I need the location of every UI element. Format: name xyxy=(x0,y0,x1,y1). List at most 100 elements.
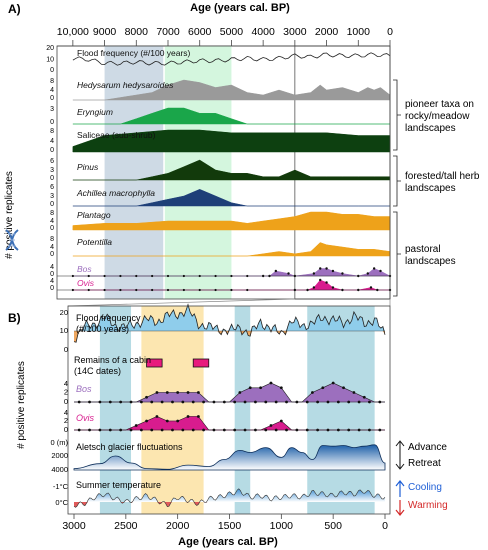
sample-dot xyxy=(119,274,122,278)
panel-a-label: A) xyxy=(8,2,21,16)
data-point xyxy=(186,391,190,394)
sample-dot xyxy=(274,400,278,404)
sample-dot xyxy=(368,400,371,404)
temp-legend-warming: Warming xyxy=(408,500,448,511)
series-label: Flood frequency (#/100 years) xyxy=(77,48,191,58)
sample-dot xyxy=(246,274,249,278)
panel-connectors xyxy=(67,298,391,307)
sample-dot xyxy=(326,400,330,404)
series-label: Potentilla xyxy=(77,237,112,247)
y-tick-label: 0 xyxy=(50,251,54,258)
data-point xyxy=(268,274,271,278)
y-tick-label: 20 xyxy=(60,308,68,317)
sample-dot xyxy=(182,274,185,278)
panel-b-tick-label: 3000 xyxy=(62,520,86,532)
sample-dot xyxy=(71,274,74,278)
sample-dot xyxy=(246,288,249,292)
panel-a-axis-title: Age (years cal. BP) xyxy=(190,2,290,14)
panel-b-tick-label: 2000 xyxy=(166,520,190,532)
series-label: Bos xyxy=(77,264,92,274)
y-tick-label: 3 xyxy=(50,106,54,113)
panel-b-tick-labels: 3000 2500 2000 1500 1000 500 0 xyxy=(62,514,388,532)
y-tick-label: 4 xyxy=(50,264,54,271)
sample-dot xyxy=(274,428,278,432)
panel-a-tick-label: 8000 xyxy=(125,26,149,38)
series-label: Hedysarum hedysaroides xyxy=(77,80,174,90)
data-point xyxy=(376,288,379,292)
sample-dot xyxy=(135,288,138,292)
glacier-legend-retreat: Retreat xyxy=(408,458,441,469)
y-tick-label: 0 (m) xyxy=(51,438,69,447)
sample-dot xyxy=(119,428,123,432)
data-point xyxy=(331,286,335,289)
sample-dot xyxy=(295,428,299,432)
panel-b-ylabel: # positive replicates xyxy=(16,361,27,449)
data-point xyxy=(238,391,242,394)
y-tick-label: 8 xyxy=(50,210,54,217)
y-tick-label: 20 xyxy=(46,45,54,52)
panel-b-highlight-band xyxy=(234,306,251,514)
sample-dot xyxy=(77,400,81,404)
sample-dot xyxy=(368,428,371,432)
legend-group-text: forested/tall herb xyxy=(405,171,480,182)
panel-b-frame xyxy=(67,305,391,515)
sample-dot xyxy=(230,274,233,278)
sample-dot xyxy=(243,400,247,404)
sample-dot xyxy=(108,428,112,432)
sample-dot xyxy=(151,274,154,278)
data-point xyxy=(312,272,316,275)
sample-dot xyxy=(214,274,217,278)
glacier-legend-advance: Advance xyxy=(408,442,447,453)
panel-b: B) Flood frequency(#/100 years)20100Bos4… xyxy=(8,303,448,548)
data-point xyxy=(165,391,169,394)
sample-dot xyxy=(166,274,170,278)
glacier-area xyxy=(73,444,386,471)
sample-dot xyxy=(357,400,361,404)
legend-bracket xyxy=(393,79,401,151)
y-tick-label: 0 xyxy=(50,67,54,74)
y-tick-label: 0 xyxy=(50,175,54,182)
data-point xyxy=(325,267,328,270)
sample-dot xyxy=(214,288,217,292)
sample-dot xyxy=(212,400,216,404)
series-b-bos: Bos 420 xyxy=(64,379,385,406)
series-label: Bos xyxy=(76,384,92,394)
series-area xyxy=(72,129,391,153)
series-area xyxy=(72,107,390,125)
y-tick-label: 3 xyxy=(50,193,54,200)
sample-dot xyxy=(139,400,143,404)
data-point xyxy=(261,274,265,278)
sample-dot xyxy=(243,428,247,432)
cabin-date-box xyxy=(192,358,210,368)
panel-b-label: B) xyxy=(8,311,21,325)
y-tick-label: 0 xyxy=(50,201,54,208)
sample-dot xyxy=(88,400,91,404)
sample-dot xyxy=(347,400,351,404)
data-point xyxy=(279,419,283,423)
series-label: Eryngium xyxy=(77,107,113,117)
series-outline xyxy=(74,416,385,431)
data-point xyxy=(134,424,138,427)
data-point xyxy=(269,424,273,427)
data-point xyxy=(325,281,328,284)
sample-dot xyxy=(71,288,74,292)
panel-a-tick-label: 1000 xyxy=(347,26,371,38)
sample-dot xyxy=(160,428,164,432)
cabin-date-box xyxy=(146,358,163,368)
data-point xyxy=(269,381,273,385)
sample-dot xyxy=(139,428,143,432)
sample-dot xyxy=(316,400,320,404)
legend-group-text: rocky/meadow xyxy=(405,111,470,122)
panel-b-highlight-band xyxy=(307,306,375,514)
sample-dot xyxy=(285,400,288,404)
series-area xyxy=(72,242,391,257)
sample-dot xyxy=(119,288,122,292)
y-tick-label: 10 xyxy=(60,326,68,335)
sample-dot xyxy=(129,400,133,404)
data-point xyxy=(145,419,148,423)
panel-a-tick-label: 2000 xyxy=(315,26,339,38)
connector-left xyxy=(67,298,295,307)
y-tick-label: 0 xyxy=(64,345,68,354)
sample-dot xyxy=(103,288,106,292)
